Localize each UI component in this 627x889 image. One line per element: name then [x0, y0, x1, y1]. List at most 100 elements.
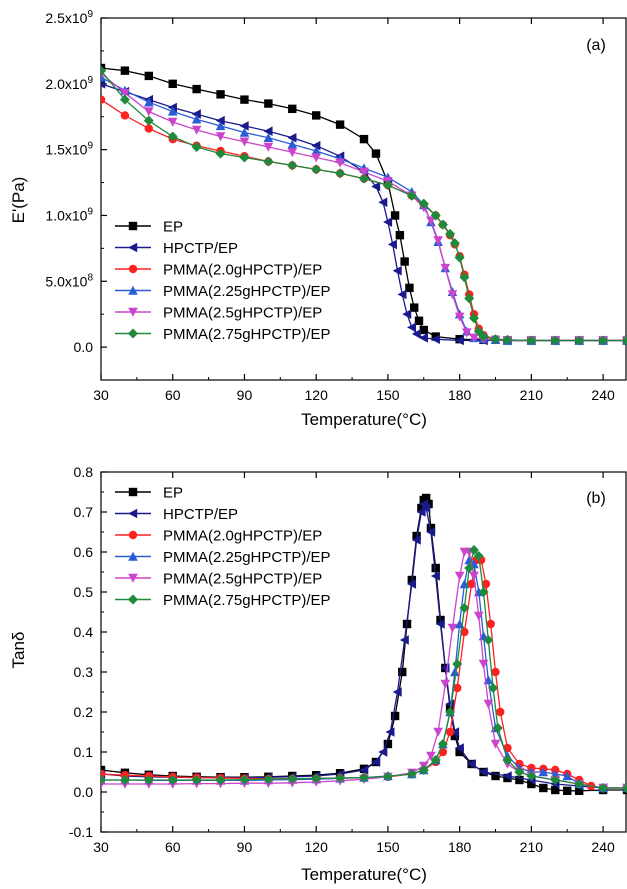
data-point — [311, 773, 322, 784]
data-point — [378, 197, 388, 208]
data-point — [239, 774, 250, 785]
data-point — [119, 775, 130, 785]
x-tick-label: 30 — [93, 839, 109, 855]
data-point — [622, 783, 627, 793]
data-point — [287, 160, 298, 171]
data-point — [120, 88, 130, 98]
data-point — [390, 211, 400, 220]
plot-area — [101, 63, 627, 346]
data-point — [101, 65, 106, 76]
data-point — [490, 739, 501, 749]
data-point — [240, 95, 249, 104]
y-tick-label: 0.0 — [74, 339, 94, 355]
data-point — [598, 335, 609, 346]
data-point — [264, 99, 273, 108]
legend-label: PMMA(2.75gHPCTP)/EP — [163, 592, 331, 609]
y-tick-label: 0.3 — [74, 664, 94, 680]
data-point — [454, 335, 464, 346]
legend-item: PMMA(2.25gHPCTP)/EP — [115, 549, 331, 566]
data-point — [144, 71, 154, 81]
data-point — [502, 334, 513, 345]
y-tick-label: 0.0 — [74, 784, 94, 800]
y-tick-label: 2.0x109 — [45, 75, 93, 92]
data-point — [622, 335, 627, 346]
x-tick-label: 180 — [448, 839, 472, 855]
data-point — [435, 619, 445, 629]
chart-panel-b: 30 60 90 120 150 180 210 240 -0.1 0.0 0.1 0.2 0.3 0.4… — [9, 464, 627, 884]
legend-marker — [128, 508, 138, 519]
data-point — [538, 767, 549, 777]
data-point — [407, 322, 417, 333]
x-tick-label: 90 — [237, 839, 253, 855]
data-point — [359, 772, 369, 783]
data-point — [488, 683, 499, 693]
data-point — [239, 121, 249, 131]
x-axis: 30 60 90 120 150 180 210 240 — [93, 18, 615, 403]
series-line — [101, 70, 627, 342]
data-point — [335, 773, 346, 783]
data-point — [416, 507, 426, 517]
data-point — [359, 173, 369, 184]
legend-marker — [128, 530, 138, 540]
data-point — [101, 95, 106, 104]
data-point — [447, 290, 458, 300]
data-point — [311, 153, 321, 163]
data-point — [468, 545, 479, 555]
legend-item: PMMA(2.0gHPCTP)/EP — [115, 262, 322, 279]
data-point — [550, 335, 561, 346]
data-point — [359, 167, 369, 177]
data-point — [406, 190, 417, 201]
y-axis: 0.0 5.0x108 1.0x109 1.5x109 2.0x109 2.5x109 — [45, 9, 107, 355]
data-point — [192, 84, 201, 94]
data-point — [481, 579, 491, 589]
series-5 — [101, 545, 627, 793]
data-point — [101, 765, 106, 775]
data-point — [492, 723, 503, 733]
y-tick-label: -0.1 — [69, 824, 93, 840]
data-point — [191, 114, 202, 124]
data-point — [563, 786, 572, 795]
data-point — [382, 771, 393, 782]
legend-marker — [128, 285, 138, 295]
legend: EP HPCTP/EP PMMA(2.0gHPCTP)/EP PMMA(2.25gHP… — [115, 485, 331, 609]
data-point — [496, 707, 505, 717]
data-point — [311, 111, 321, 120]
data-point — [215, 148, 226, 159]
data-point — [311, 164, 322, 175]
plot-area — [101, 493, 627, 795]
data-point — [371, 149, 381, 158]
data-point — [406, 769, 417, 779]
data-point — [168, 79, 177, 89]
data-point — [450, 667, 460, 677]
x-axis: 30 60 90 120 150 180 210 240 — [93, 472, 615, 855]
data-point — [215, 775, 226, 785]
data-point — [502, 771, 512, 781]
data-point — [433, 727, 443, 737]
legend-item: PMMA(2.25gHPCTP)/EP — [115, 283, 331, 300]
series-line — [101, 551, 627, 789]
data-point — [430, 334, 440, 344]
data-point — [167, 117, 178, 127]
data-point — [466, 759, 476, 769]
data-point — [424, 499, 433, 509]
data-point — [167, 775, 178, 785]
data-point — [397, 289, 407, 300]
data-point — [450, 731, 460, 741]
data-point — [287, 139, 298, 149]
data-point — [120, 66, 130, 75]
data-point — [101, 775, 106, 785]
legend-label: EP — [163, 219, 183, 236]
data-point — [387, 239, 397, 250]
data-point — [392, 265, 402, 276]
data-point — [263, 156, 274, 167]
data-point — [215, 132, 226, 142]
y-tick-label: 0.1 — [74, 744, 94, 760]
y-tick-label: 1.5x109 — [45, 141, 93, 158]
data-point — [450, 727, 460, 737]
data-point — [462, 328, 472, 338]
data-point — [469, 571, 479, 581]
y-tick-label: 5.0x108 — [45, 272, 93, 289]
legend-label: PMMA(2.5gHPCTP)/EP — [163, 571, 322, 588]
y-tick-label: 2.5x109 — [45, 9, 93, 26]
y-tick-label: 0.5 — [74, 584, 94, 600]
